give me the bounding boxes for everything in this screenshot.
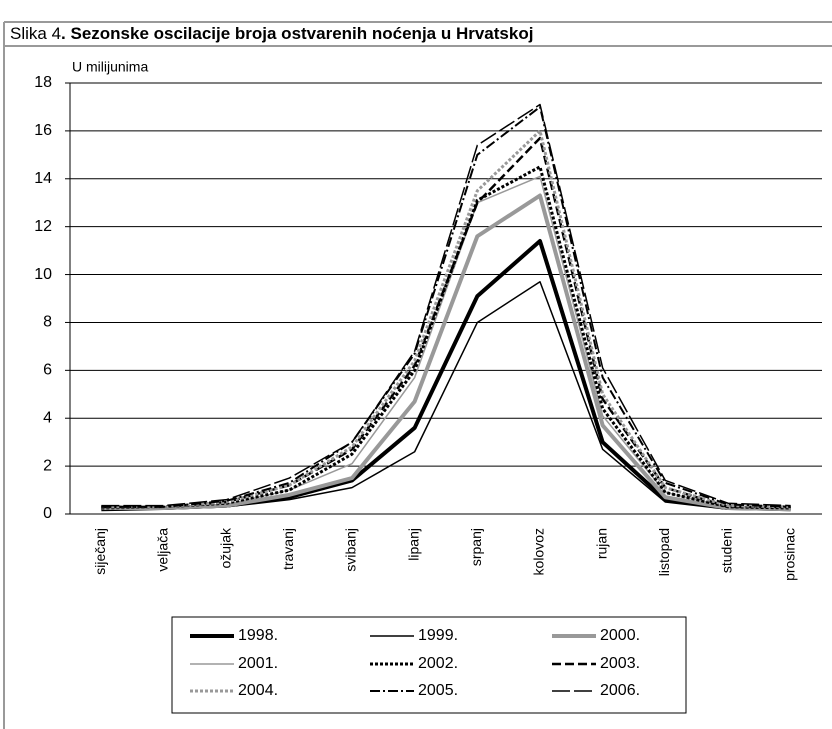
series-line xyxy=(101,165,791,510)
chart-title: . Sezonske oscilacije broja ostvarenih n… xyxy=(61,24,533,43)
legend-label: 2004. xyxy=(238,682,278,699)
legend-label: 2005. xyxy=(418,682,458,699)
y-tick-label: 6 xyxy=(43,362,52,379)
legend-box xyxy=(171,616,687,714)
x-tick-label: svibanj xyxy=(343,528,359,572)
x-tick-label: veljača xyxy=(155,528,171,572)
y-tick-label: 12 xyxy=(34,218,52,235)
y-tick-label: 18 xyxy=(34,74,52,91)
y-tick-label: 14 xyxy=(34,170,52,187)
legend-label: 1998. xyxy=(238,627,278,644)
figure-label: Slika 4 xyxy=(10,24,61,43)
title: Slika 4. Sezonske oscilacije broja ostva… xyxy=(10,24,533,43)
y-axis-label: U milijunima xyxy=(72,59,148,75)
legend-label: 2002. xyxy=(418,655,458,672)
legend-label: 2001. xyxy=(238,655,278,672)
legend-label: 1999. xyxy=(418,627,458,644)
series-line xyxy=(101,175,791,509)
x-tick-label: travanj xyxy=(280,528,296,570)
legend-label: 2000. xyxy=(600,627,640,644)
x-tick-label: studeni xyxy=(719,528,735,573)
series-line xyxy=(101,193,791,512)
x-tick-label: listopad xyxy=(656,528,672,576)
series-line xyxy=(101,105,791,508)
x-tick-label: ožujak xyxy=(217,527,233,568)
x-tick-label: prosinac xyxy=(781,528,797,581)
y-tick-label: 4 xyxy=(43,409,52,426)
y-tick-label: 16 xyxy=(34,122,52,139)
series-line xyxy=(101,103,791,507)
x-tick-label: lipanj xyxy=(405,528,421,561)
x-tick-label: srpanj xyxy=(468,528,484,566)
legend-label: 2003. xyxy=(600,655,640,672)
y-tick-label: 10 xyxy=(34,266,52,283)
legend-label: 2006. xyxy=(600,682,640,699)
x-tick-label: rujan xyxy=(593,528,609,559)
x-tick-label: siječanj xyxy=(92,528,108,575)
y-tick-label: 2 xyxy=(43,457,52,474)
x-tick-label: kolovoz xyxy=(531,528,547,575)
y-tick-label: 8 xyxy=(43,314,52,331)
y-tick-label: 0 xyxy=(43,505,52,522)
